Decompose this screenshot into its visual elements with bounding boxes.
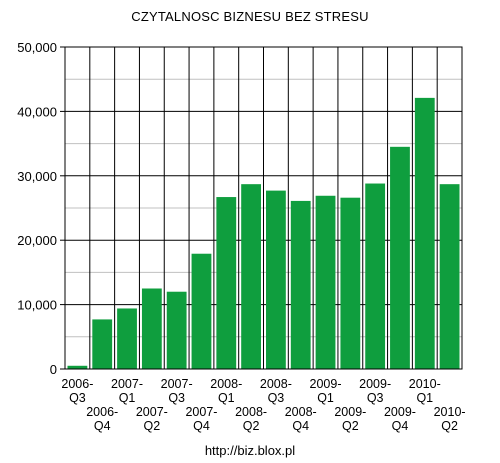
y-tick-label: 10,000 xyxy=(17,298,57,313)
bar xyxy=(216,197,237,369)
x-tick-label: 2010-Q1 xyxy=(409,377,441,405)
x-tick-label: 2006-Q4 xyxy=(86,405,118,433)
y-tick-label: 30,000 xyxy=(17,169,57,184)
y-tick-label: 0 xyxy=(50,362,57,377)
bar xyxy=(141,288,162,369)
bar xyxy=(67,365,88,369)
x-tick-label: 2007-Q2 xyxy=(136,405,168,433)
bar xyxy=(241,184,261,369)
bar xyxy=(117,308,137,369)
bar xyxy=(439,184,460,369)
bar xyxy=(290,200,311,369)
plot-border xyxy=(64,46,463,370)
x-tick-label: 2007-Q1 xyxy=(111,377,143,405)
x-tick-label: 2009-Q2 xyxy=(334,405,366,433)
bar xyxy=(414,97,435,369)
x-tick-label: 2009-Q4 xyxy=(384,405,416,433)
bar xyxy=(390,146,410,369)
x-tick-label: 2009-Q1 xyxy=(310,377,342,405)
bar xyxy=(191,253,212,369)
x-tick-label: 2008-Q3 xyxy=(260,377,292,405)
y-tick-label: 20,000 xyxy=(17,233,57,248)
x-tick-label: 2008-Q2 xyxy=(235,405,267,433)
bar xyxy=(315,195,336,369)
bar xyxy=(92,319,113,369)
chart-title: CZYTALNOSC BIZNESU BEZ STRESU xyxy=(131,9,369,24)
x-tick-label: 2006-Q3 xyxy=(61,377,93,405)
y-tick-label: 40,000 xyxy=(17,104,57,119)
x-tick-label: 2007-Q3 xyxy=(161,377,193,405)
bar xyxy=(266,190,286,369)
y-tick-label: 50,000 xyxy=(17,40,57,55)
bar xyxy=(365,183,386,369)
x-tick-label: 2007-Q4 xyxy=(185,405,217,433)
x-tick-label: 2008-Q4 xyxy=(285,405,317,433)
x-tick-label: 2008-Q1 xyxy=(210,377,242,405)
bar xyxy=(340,197,361,369)
source-url: http://biz.blox.pl xyxy=(204,443,296,458)
x-tick-label: 2009-Q3 xyxy=(359,377,391,405)
bar xyxy=(166,291,187,369)
x-tick-label: 2010-Q2 xyxy=(434,405,466,433)
